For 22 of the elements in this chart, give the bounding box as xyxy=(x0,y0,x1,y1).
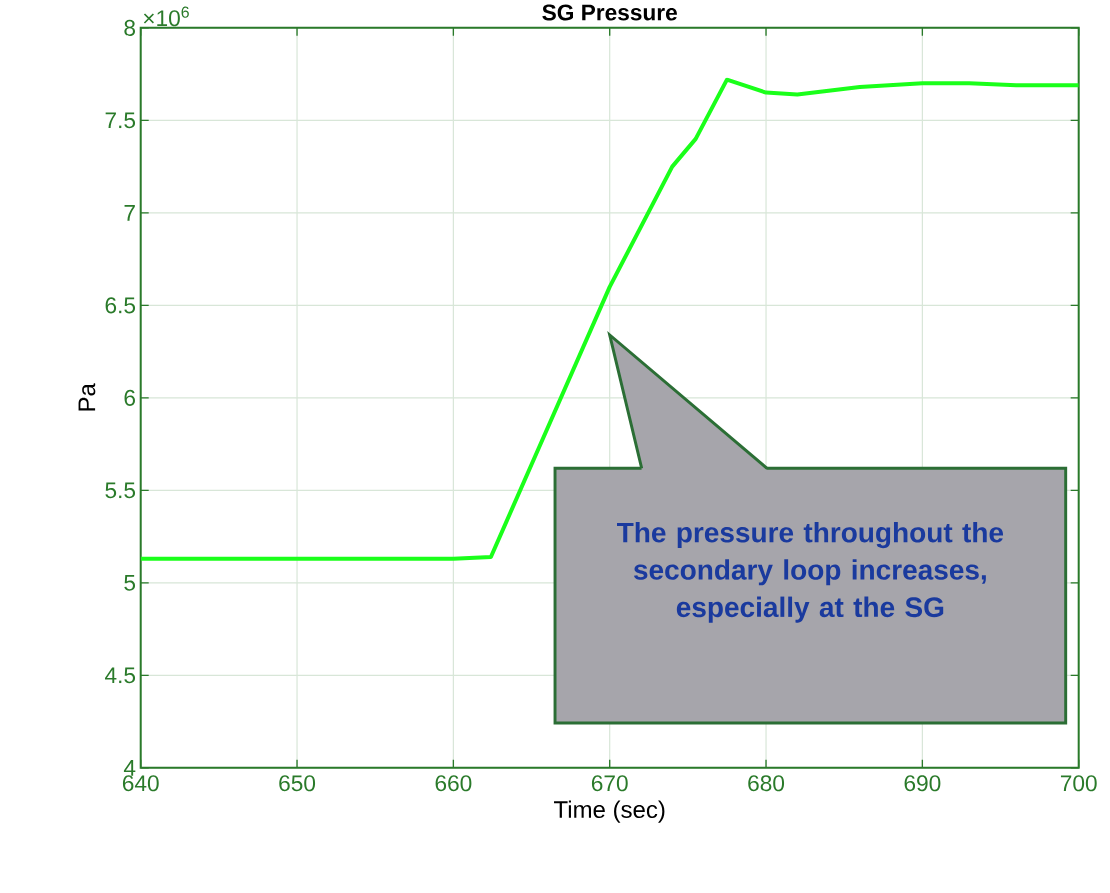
y-tick-label: 6.5 xyxy=(105,297,136,314)
y-tick-label: 4 xyxy=(123,760,136,776)
y-tick-label: 5.5 xyxy=(105,482,136,499)
x-axis-title: Time (sec) xyxy=(554,800,665,823)
line-series xyxy=(140,77,1079,561)
y-axis-title: Pa xyxy=(78,383,96,411)
y-tick-label: 6 xyxy=(124,389,135,407)
y-tick-label: 8 xyxy=(124,19,136,37)
y-tick-label: 4.5 xyxy=(105,667,136,684)
annotation: The pressure throughout the secondary loop increases, especially at the SG xyxy=(617,522,1004,623)
x-tick-label: 690 xyxy=(904,775,941,792)
x-tick-label: 650 xyxy=(279,775,316,792)
x-tick-label: 660 xyxy=(435,775,472,792)
y-tick-label: 7 xyxy=(124,205,135,221)
x-tick-label: 700 xyxy=(1060,775,1097,792)
y-tick-label: 5 xyxy=(124,575,136,591)
text: ×10$^{6}$ xyxy=(143,6,189,27)
x-tick-label: 640 xyxy=(122,775,159,792)
chart-title: SG Pressure xyxy=(542,4,677,21)
y-tick-label: 7.5 xyxy=(105,112,136,129)
x-tick-label: 670 xyxy=(591,775,628,792)
x-tick-label: 680 xyxy=(748,775,785,792)
